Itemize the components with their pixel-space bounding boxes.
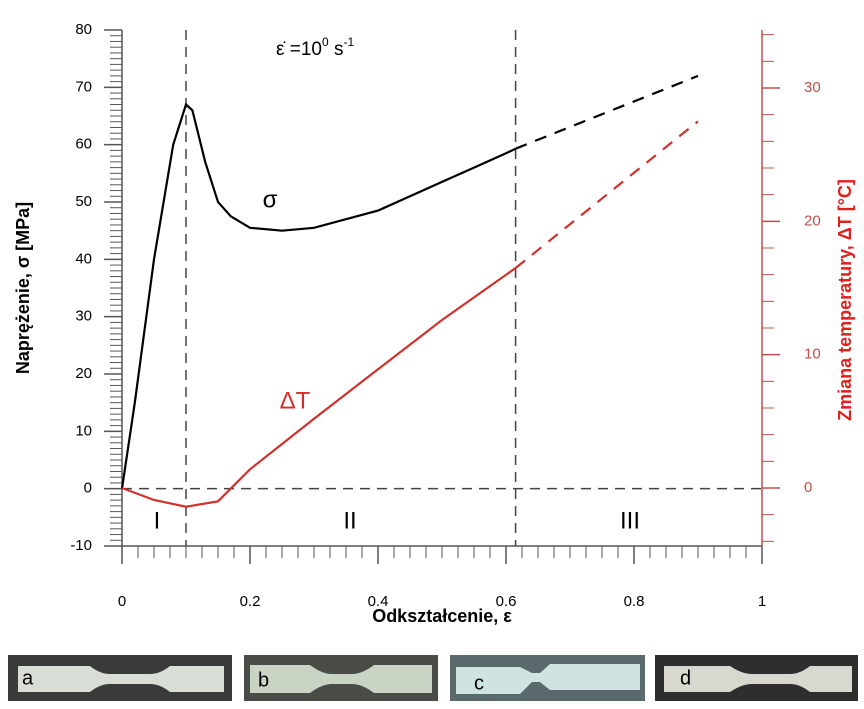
photo-label: a xyxy=(22,667,34,689)
y-tick-label: 70 xyxy=(75,78,92,95)
y-tick-label: 0 xyxy=(84,480,92,497)
specimen xyxy=(664,666,852,692)
y-tick-label: -10 xyxy=(70,537,92,554)
photo-label: d xyxy=(680,667,691,689)
specimen xyxy=(250,665,432,693)
annotation-part: -1 xyxy=(343,35,354,49)
y-tick-label: 40 xyxy=(75,250,92,267)
x-tick-label: 0 xyxy=(118,593,126,610)
x-tick-label: 0.2 xyxy=(240,593,261,610)
y2-axis-label: Zmiana temperatury, ΔT [°C] xyxy=(835,179,855,421)
y2-tick-label: 20 xyxy=(804,212,821,229)
y-tick-label: 10 xyxy=(75,422,92,439)
annotation-part: s xyxy=(329,39,344,60)
x-tick-label: 1 xyxy=(758,593,766,610)
region-label: II xyxy=(343,507,356,534)
y-tick-label: 20 xyxy=(75,365,92,382)
y-tick-label: 50 xyxy=(75,193,92,210)
y-tick-label: 60 xyxy=(75,136,92,153)
series-line xyxy=(121,267,517,508)
series-line xyxy=(120,102,517,489)
region-label: I xyxy=(154,507,161,534)
photos: a b c d xyxy=(8,655,858,701)
y2-tick-label: 10 xyxy=(804,346,821,363)
photo-label: b xyxy=(258,669,269,691)
specimen xyxy=(18,666,224,692)
series-label: σ xyxy=(263,186,278,213)
y-tick-label: 30 xyxy=(75,308,92,325)
x-tick-label: 0.8 xyxy=(624,593,645,610)
series-label: ΔT xyxy=(280,387,311,414)
annotation: ε̇ =100 s-1 xyxy=(276,35,354,60)
y-axis-label: Naprężenie, σ [MPa] xyxy=(13,202,33,374)
photo-label: c xyxy=(474,672,484,694)
y2-tick-label: 0 xyxy=(804,479,812,496)
series-line xyxy=(514,120,699,269)
x-tick-label: 0.6 xyxy=(496,593,517,610)
annotation-part: 0 xyxy=(322,35,329,49)
series-line xyxy=(515,74,699,150)
specimen xyxy=(456,664,640,694)
y2-tick-label: 30 xyxy=(804,79,821,96)
region-label: III xyxy=(620,507,640,534)
y-tick-label: 80 xyxy=(75,21,92,38)
x-axis-label: Odkształcenie, ε xyxy=(372,606,512,626)
annotation-part: ε̇ =10 xyxy=(276,39,322,60)
x-tick-label: 0.4 xyxy=(368,593,389,610)
